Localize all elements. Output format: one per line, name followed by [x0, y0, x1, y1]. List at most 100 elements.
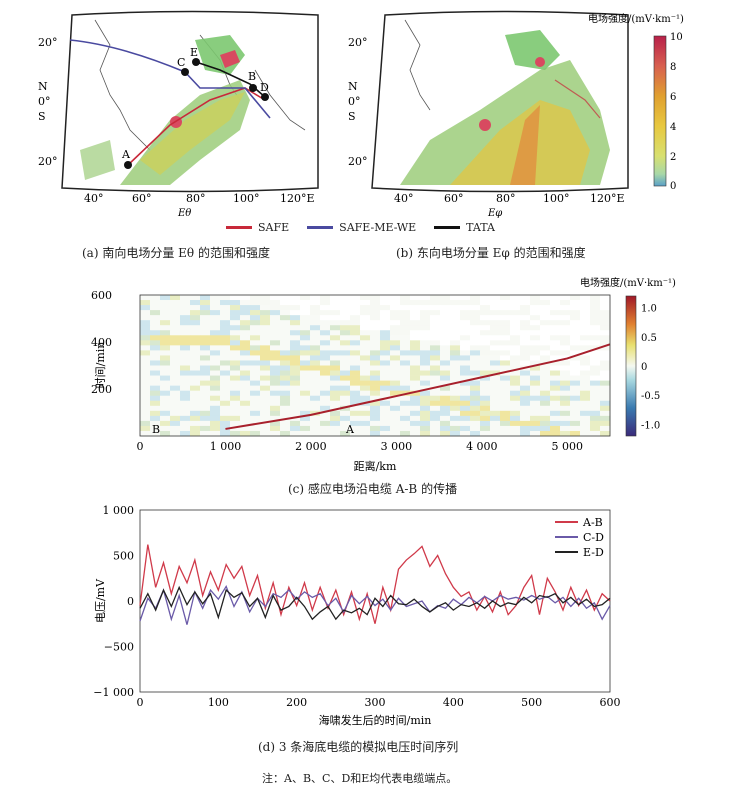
- heatmap-cell: [490, 410, 501, 417]
- heatmap-cell: [470, 345, 481, 351]
- heatmap-cell: [550, 370, 561, 376]
- heatmap-cell: [330, 295, 341, 301]
- lat-20s-a: 20°: [38, 155, 58, 168]
- heatmap-cell: [420, 430, 431, 437]
- heatmap-cell: [320, 365, 331, 371]
- heatmap-cell: [500, 345, 511, 351]
- heatmap-cell: [260, 385, 271, 391]
- heatmap-cell: [220, 395, 231, 402]
- heatmap-cell: [440, 320, 451, 326]
- heatmap-cell: [160, 300, 171, 306]
- heatmap-cell: [530, 305, 541, 311]
- heatmap-cell: [520, 400, 531, 407]
- heatmap-cell: [290, 330, 301, 336]
- heatmap-cell: [390, 345, 401, 351]
- heatmap-cell: [460, 355, 471, 361]
- heatmap-cell: [190, 390, 201, 397]
- heatmap-cell: [550, 310, 561, 316]
- heatmap-cell: [440, 385, 451, 391]
- heatmap-cell: [560, 345, 571, 351]
- heatmap-cell: [240, 300, 251, 306]
- heatmap-cell: [480, 325, 491, 331]
- heatmap-cell: [270, 395, 281, 402]
- heatmap-cell: [410, 335, 421, 341]
- heatmap-cell: [260, 390, 271, 397]
- lat-s-b: S: [348, 110, 356, 123]
- heatmap-cell: [450, 415, 461, 422]
- heatmap-cell: [430, 340, 441, 346]
- heatmap-cell: [290, 320, 301, 326]
- heatmap-cell: [290, 345, 301, 351]
- heatmap-cell: [520, 415, 531, 422]
- heatmap-cell: [170, 420, 181, 427]
- heatmap-cell: [390, 410, 401, 417]
- heatmap-cell: [360, 425, 371, 432]
- heatmap-cell: [530, 340, 541, 346]
- heatmap-cell: [540, 425, 551, 432]
- heatmap-cell: [320, 300, 331, 306]
- heatmap-cell: [180, 350, 191, 356]
- heatmap-cell: [380, 325, 391, 331]
- heatmap-cell: [360, 330, 371, 336]
- heatmap-cell: [220, 420, 231, 427]
- heatmap-cell: [250, 415, 261, 422]
- heatmap-cell: [240, 365, 251, 371]
- line-x-tick-300: 300: [365, 696, 386, 709]
- heatmap-cell: [230, 335, 241, 341]
- heatmap-cell: [370, 365, 381, 371]
- heatmap-cell: [330, 410, 341, 417]
- heatmap-cell: [180, 405, 191, 412]
- heatmap-cell: [420, 360, 431, 366]
- heatmap-cell: [440, 365, 451, 371]
- heatmap-cell: [550, 390, 561, 397]
- heatmap-cell: [370, 360, 381, 366]
- heatmap-cell: [510, 300, 521, 306]
- heatmap-cell: [340, 355, 351, 361]
- heatmap-cell: [170, 370, 181, 376]
- heatmap-cell: [410, 405, 421, 412]
- heatmap-cell: [500, 330, 511, 336]
- heatmap-cell: [340, 375, 351, 381]
- heatmap-cell: [490, 370, 501, 376]
- heatmap-cell: [470, 305, 481, 311]
- heatmap-cell: [220, 410, 231, 417]
- heatmap-cell: [260, 410, 271, 417]
- heatmap-cell: [410, 400, 421, 407]
- heatmap-cell: [510, 375, 521, 381]
- heatmap-cell: [540, 405, 551, 412]
- heatmap-cell: [320, 305, 331, 311]
- heatmap-cell: [480, 390, 491, 397]
- heatmap-cell: [140, 355, 151, 361]
- heatmap-cell: [410, 355, 421, 361]
- heatmap-cell: [440, 335, 451, 341]
- heatmap-cell: [320, 340, 331, 346]
- heatmap-cell: [250, 410, 261, 417]
- heatmap-cell: [350, 310, 361, 316]
- heatmap-cell: [460, 345, 471, 351]
- heatmap-cell: [480, 360, 491, 366]
- heatmap-cell: [140, 305, 151, 311]
- heatmap-cell: [380, 355, 391, 361]
- heatmap-cell: [170, 430, 181, 437]
- heatmap-cell: [510, 345, 521, 351]
- heatmap-cell: [180, 355, 191, 361]
- heatmap-cell: [530, 390, 541, 397]
- heatmap-cell: [490, 335, 501, 341]
- heatmap-cell: [550, 345, 561, 351]
- heatmap-cell: [470, 310, 481, 316]
- heatmap-cell: [180, 385, 191, 391]
- heatmap-cell: [410, 420, 421, 427]
- heatmap-cell: [460, 360, 471, 366]
- heatmap-cell: [580, 405, 591, 412]
- heatmap-cell: [520, 425, 531, 432]
- heatmap-cell: [500, 295, 511, 301]
- heatmap-cell: [320, 385, 331, 391]
- heatmap-cell: [510, 370, 521, 376]
- heatmap-cell: [580, 335, 591, 341]
- heatmap-cell: [380, 390, 391, 397]
- heatmap-cell: [600, 365, 611, 371]
- heatmap-cell: [300, 370, 311, 376]
- heatmap-cell: [540, 420, 551, 427]
- heatmap-cell: [210, 355, 221, 361]
- heatmap-cell: [570, 415, 581, 422]
